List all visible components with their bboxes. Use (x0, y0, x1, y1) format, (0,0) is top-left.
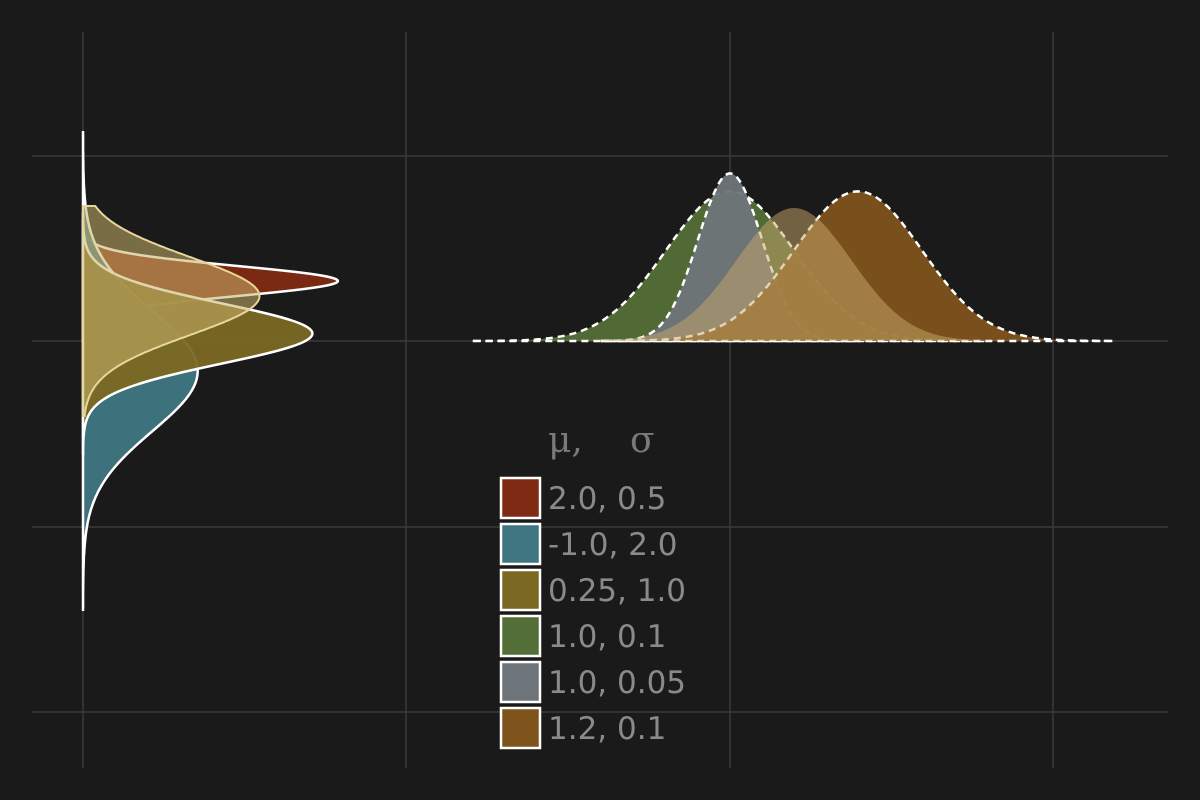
legend-swatch-3 (499, 614, 542, 658)
vertical-overlay-area (570, 208, 1018, 341)
legend-swatch-4 (499, 660, 542, 704)
legend-label-0: 2.0, 0.5 (548, 481, 666, 517)
density-areas (81, 131, 1116, 611)
legend-label-2: 0.25, 1.0 (548, 573, 686, 609)
legend-label-4: 1.0, 0.05 (548, 665, 686, 701)
legend: μ, σ 2.0, 0.5 -1.0, 2.0 0.25, 1.0 1.0, 0.1 1… (499, 420, 686, 750)
legend-title-mu: μ, (548, 420, 583, 461)
legend-swatch-2 (499, 568, 542, 612)
legend-label-5: 1.2, 0.1 (548, 711, 666, 747)
legend-label-3: 1.0, 0.1 (548, 619, 666, 655)
legend-title-sigma: σ (630, 420, 655, 461)
horizontal-overlay-area (82, 205, 261, 417)
legend-swatch-1 (499, 522, 542, 566)
legend-label-1: -1.0, 2.0 (548, 527, 678, 563)
legend-swatch-5 (499, 706, 542, 750)
legend-swatch-0 (499, 476, 542, 520)
